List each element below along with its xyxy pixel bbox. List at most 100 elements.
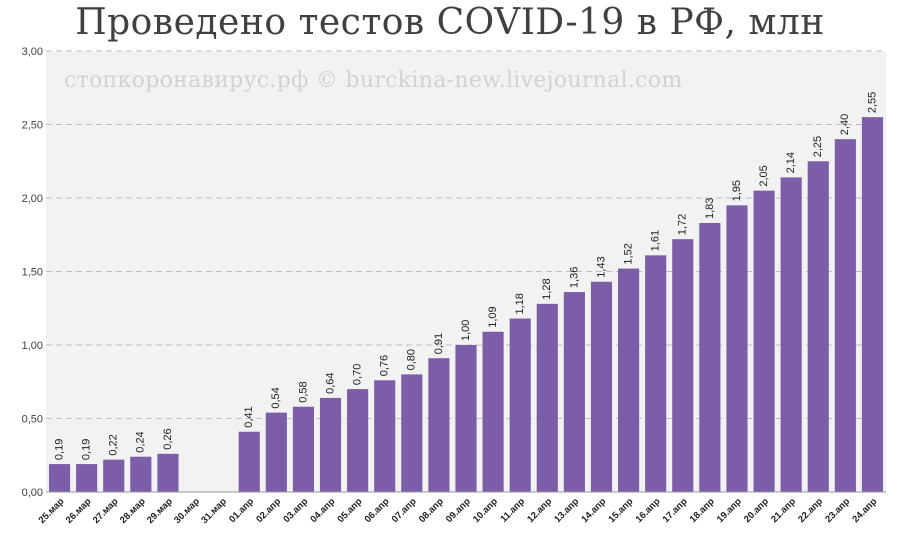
x-tick-label: 13.апр (552, 496, 581, 525)
bar (753, 190, 775, 492)
y-tick-label: 0,00 (22, 487, 43, 499)
bar (103, 459, 125, 492)
data-label: 1,28 (541, 278, 553, 299)
data-label: 2,25 (812, 136, 824, 157)
data-label: 1,83 (704, 198, 716, 219)
x-tick-label: 15.апр (606, 496, 635, 525)
x-tick-label: 23.апр (823, 496, 852, 525)
x-tick-label: 01.апр (227, 496, 256, 525)
x-tick-label: 19.апр (715, 496, 744, 525)
bar (319, 397, 342, 492)
bar (861, 117, 884, 493)
data-label: 0,58 (297, 381, 309, 402)
x-tick-label: 11.апр (498, 496, 527, 525)
bar (428, 358, 450, 492)
bar (238, 431, 260, 492)
x-tick-label: 10.апр (471, 496, 500, 525)
bar (672, 239, 694, 492)
bar (590, 281, 613, 492)
x-tick-label: 06.апр (363, 496, 392, 525)
data-label: 1,18 (514, 293, 526, 314)
bar (807, 161, 829, 492)
x-tick-label: 09.апр (444, 496, 473, 525)
bar (482, 331, 504, 492)
data-label: 1,36 (568, 267, 580, 288)
bar (455, 345, 477, 492)
data-label: 0,41 (243, 406, 255, 427)
x-tick-label: 31.мар (199, 496, 229, 526)
x-tick-label: 17.апр (661, 496, 690, 525)
y-tick-label: 0,50 (22, 414, 43, 426)
data-label: 2,05 (758, 165, 770, 186)
watermark: стопкоронавирус.рф © burckina-new.livejo… (64, 68, 683, 93)
bar (645, 255, 667, 492)
bar (76, 464, 98, 492)
data-label: 0,54 (270, 387, 282, 408)
data-label: 2,40 (839, 114, 851, 135)
x-tick-label: 22.апр (796, 496, 825, 525)
y-tick-label: 3,00 (22, 46, 43, 58)
x-tick-label: 14.апр (579, 496, 608, 525)
x-tick-label: 21.апр (769, 496, 798, 525)
bar (347, 389, 369, 492)
data-label: 0,24 (135, 431, 147, 452)
bar (780, 177, 802, 493)
x-tick-label: 26.мар (64, 496, 94, 526)
bar (292, 406, 314, 492)
bar (374, 380, 396, 492)
bar (618, 268, 640, 492)
x-tick-label: 25.мар (37, 496, 67, 526)
x-tick-label: 29.мар (145, 496, 175, 526)
x-tick-label: 03.апр (281, 496, 310, 525)
bar (48, 464, 71, 492)
data-label: 2,14 (785, 152, 797, 173)
data-label: 0,26 (162, 428, 174, 449)
data-label: 2,55 (866, 92, 878, 113)
y-tick-label: 1,50 (22, 267, 43, 279)
data-label: 1,52 (622, 243, 634, 264)
x-tick-label: 16.апр (634, 496, 663, 525)
bar (834, 139, 856, 492)
x-tick-label: 07.апр (390, 496, 419, 525)
data-label: 1,72 (677, 214, 689, 235)
chart-title: Проведено тестов COVID-19 в РФ, млн (75, 2, 825, 43)
data-label: 1,00 (460, 320, 472, 341)
data-label: 0,19 (81, 439, 93, 460)
data-label: 1,43 (595, 256, 607, 277)
x-tick-label: 30.мар (172, 496, 202, 526)
data-label: 0,22 (108, 434, 120, 455)
x-tick-label: 05.апр (335, 496, 364, 525)
x-tick-label: 27.мар (91, 496, 121, 526)
bar (130, 456, 152, 492)
y-tick-label: 2,50 (22, 120, 43, 132)
data-label: 0,91 (433, 333, 445, 354)
bar (509, 318, 531, 492)
data-label: 0,76 (379, 355, 391, 376)
data-label: 0,19 (53, 439, 65, 460)
x-tick-label: 20.апр (742, 496, 771, 525)
bar (536, 303, 558, 492)
bar (726, 205, 748, 492)
x-tick-label: 02.апр (254, 496, 283, 525)
bar (699, 222, 721, 493)
data-label: 1,09 (487, 306, 499, 327)
data-label: 1,95 (731, 180, 743, 201)
bar (265, 412, 287, 492)
bar (563, 292, 585, 492)
data-label: 0,64 (324, 372, 336, 393)
data-label: 0,70 (352, 364, 364, 385)
y-tick-label: 2,00 (22, 193, 43, 205)
x-tick-label: 08.апр (417, 496, 446, 525)
x-tick-label: 24.апр (850, 496, 879, 525)
x-tick-label: 04.апр (308, 496, 337, 525)
x-tick-label: 28.мар (118, 496, 148, 526)
bar (401, 374, 423, 492)
bar (157, 453, 179, 492)
data-label: 0,80 (406, 349, 418, 370)
x-tick-label: 18.апр (688, 496, 717, 525)
y-tick-label: 1,00 (22, 340, 43, 352)
x-tick-label: 12.апр (525, 496, 554, 525)
data-label: 1,61 (650, 230, 662, 251)
